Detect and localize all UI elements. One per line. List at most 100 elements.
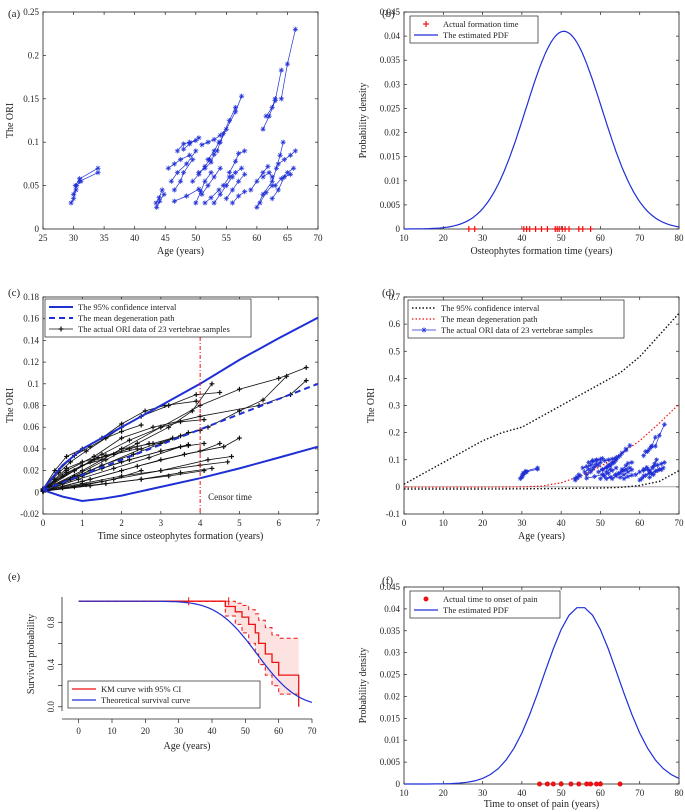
sample-point: [134, 446, 140, 452]
sample-point: [205, 457, 211, 463]
star-stroke: [160, 187, 165, 193]
series-path: [171, 150, 197, 182]
series-line: [168, 148, 199, 184]
data-point: [269, 174, 275, 180]
star-stroke: [633, 472, 638, 477]
star-stroke: [208, 170, 214, 175]
y-tick-label: 0.4: [46, 658, 56, 670]
y-tick-label: 0: [35, 487, 40, 497]
x-tick-label: 70: [635, 788, 645, 798]
star-stroke: [273, 96, 278, 101]
sample-point: [64, 466, 69, 471]
star-stroke: [281, 140, 286, 145]
y-axis-label: The ORI: [366, 388, 377, 423]
data-point: [223, 126, 229, 132]
x-tick-label: 65: [283, 233, 293, 243]
data-point: [643, 473, 649, 478]
x-tick-label: 35: [100, 233, 110, 243]
x-tick-label: 20: [478, 518, 488, 528]
data-point: [656, 432, 662, 438]
sample-point: [150, 424, 156, 430]
star-stroke: [236, 179, 241, 184]
star-stroke: [629, 473, 634, 478]
star-stroke: [575, 476, 580, 481]
x-tick-label: 60: [252, 233, 262, 243]
series-path: [201, 135, 221, 146]
x-tick-label: 3: [159, 518, 164, 528]
star-stroke: [614, 457, 619, 462]
sample-point: [127, 437, 132, 443]
star-stroke: [620, 467, 624, 472]
data-point: [239, 93, 245, 99]
data-point: [187, 141, 193, 147]
star-stroke: [260, 127, 266, 132]
x-tick-label: 50: [557, 233, 567, 243]
data-point: [633, 472, 639, 478]
star-stroke: [649, 444, 654, 449]
ci-upper-line: [42, 316, 319, 490]
data-point: [292, 26, 298, 32]
y-tick-label: 0.025: [380, 103, 401, 113]
series-path: [274, 167, 294, 186]
star-stroke: [624, 467, 628, 472]
y-tick-label: 0.0: [46, 701, 56, 713]
sample-point: [119, 446, 124, 452]
sample-point: [201, 417, 207, 423]
series-path: [168, 154, 190, 169]
star-stroke: [218, 192, 223, 197]
star-stroke: [598, 460, 603, 465]
y-tick-label: 0.8: [46, 616, 56, 628]
star-stroke: [653, 469, 658, 474]
sample-point: [87, 476, 93, 482]
y-axis-label: Probability density: [358, 648, 369, 724]
data-point: [174, 148, 181, 154]
series-path: [223, 167, 242, 186]
sample-line: [40, 468, 144, 494]
series-line: [275, 148, 298, 167]
data-point: [193, 148, 199, 154]
sample-point: [237, 408, 242, 414]
data-point: [226, 174, 232, 180]
sample-point: [60, 485, 66, 491]
star-stroke: [153, 200, 159, 206]
data-point: [205, 156, 211, 163]
star-stroke: [254, 205, 259, 210]
data-point: [637, 469, 643, 475]
star-stroke: [592, 464, 597, 469]
star-stroke: [608, 467, 613, 472]
star-stroke: [279, 176, 284, 181]
data-point: [605, 462, 611, 468]
star-stroke: [626, 470, 630, 474]
sample-point: [87, 459, 93, 465]
panel-label: (f): [382, 575, 393, 587]
star-stroke: [291, 166, 296, 171]
star-stroke: [523, 470, 528, 474]
star-stroke: [184, 193, 189, 199]
star-stroke: [622, 476, 626, 481]
data-point: [254, 178, 260, 184]
x-tick-label: 60: [596, 788, 606, 798]
star-stroke: [239, 94, 244, 99]
observation-marker: [544, 781, 550, 787]
data-point: [154, 204, 160, 210]
sample-point: [185, 443, 191, 449]
sample-point: [284, 373, 289, 379]
data-point: [653, 443, 658, 449]
observation-marker: [558, 781, 564, 787]
data-point: [199, 142, 205, 148]
y-tick-label: 0.02: [23, 466, 39, 476]
series-path: [604, 467, 617, 477]
star-stroke: [602, 474, 607, 478]
star-stroke: [610, 476, 615, 481]
star-stroke: [216, 187, 222, 193]
y-tick-label: 0: [396, 224, 401, 234]
series-path: [226, 174, 245, 199]
y-tick-label: 0.12: [23, 357, 39, 367]
panel-label: (a): [8, 8, 21, 20]
star-stroke: [606, 457, 611, 462]
x-tick-label: 70: [675, 518, 685, 528]
x-tick-label: 70: [635, 233, 645, 243]
series-path: [174, 159, 193, 191]
legend-label: Theoretical survival curve: [101, 695, 190, 705]
star-stroke: [196, 135, 201, 140]
